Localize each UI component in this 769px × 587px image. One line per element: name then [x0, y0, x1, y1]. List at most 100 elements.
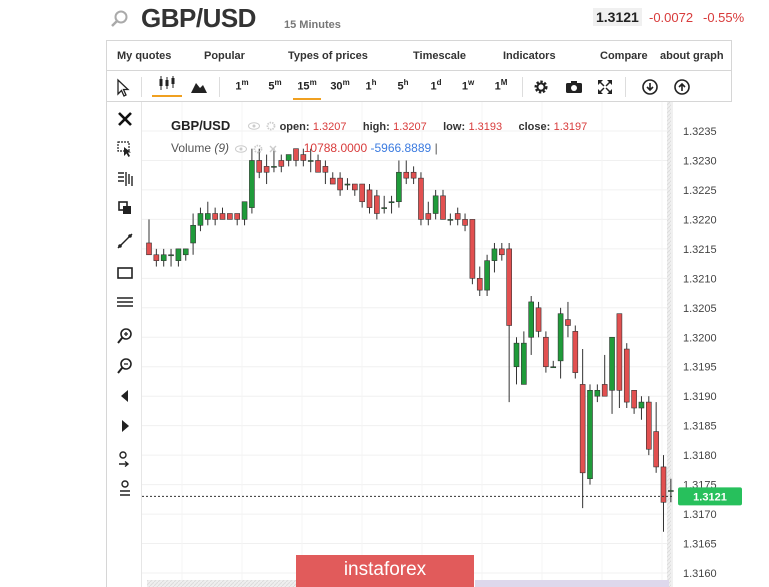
- timeframe-1w[interactable]: 1w: [461, 78, 475, 93]
- horizontal-lines-icon[interactable]: [116, 294, 134, 312]
- y-tick-label: 1.3185: [683, 421, 717, 433]
- cloud-upload-icon[interactable]: [674, 79, 690, 95]
- rectangle-icon[interactable]: [116, 264, 134, 282]
- candle-body: [594, 390, 601, 397]
- candle-body: [565, 319, 571, 326]
- candle-body: [623, 348, 630, 403]
- menu-compare[interactable]: Compare: [600, 50, 648, 62]
- candle-body: [315, 160, 321, 173]
- candlestick-chart-button[interactable]: [152, 75, 182, 97]
- chart-area[interactable]: 1.3235 1.3230 1.3225 1.3220 1.3215 1.3210 1.32…: [142, 102, 769, 587]
- fullscreen-icon[interactable]: [597, 79, 613, 95]
- timeframe-1h[interactable]: 1h: [365, 78, 377, 93]
- y-tick-label: 1.3195: [683, 362, 717, 374]
- period-label: 15 Minutes: [284, 19, 341, 31]
- candle-body: [476, 278, 483, 291]
- volume-settings-icon[interactable]: [253, 144, 263, 154]
- candle-body: [403, 171, 410, 179]
- candle-body: [579, 384, 586, 474]
- menu-types-of-prices[interactable]: Types of prices: [288, 50, 368, 62]
- candle-body: [329, 177, 336, 185]
- price-change-percent: -0.55%: [703, 10, 745, 25]
- symbol-title: GBP/USD: [141, 3, 256, 33]
- eraser-cursor-icon[interactable]: [116, 140, 134, 158]
- camera-icon[interactable]: [565, 79, 583, 95]
- timeframe-15m[interactable]: 15m: [293, 78, 321, 100]
- last-price-label: 1.3121: [693, 491, 727, 503]
- volume-close-icon[interactable]: [268, 144, 278, 154]
- candle-body: [587, 390, 593, 480]
- chart-toolbar: 1m 5m 15m 30m 1h 5h 1d 1w 1M: [106, 70, 732, 102]
- menu-about-graph[interactable]: about graph: [660, 50, 724, 62]
- candle-body: [219, 213, 226, 220]
- candle-body: [645, 401, 652, 450]
- timeframe-5m[interactable]: 5m: [268, 78, 282, 93]
- cloud-download-icon[interactable]: [642, 79, 658, 95]
- cursor-icon[interactable]: [116, 77, 130, 99]
- candle-body: [249, 160, 255, 208]
- crosshair-arrow-icon[interactable]: [116, 449, 134, 467]
- candle-body: [513, 342, 520, 368]
- timeframe-1M[interactable]: 1M: [494, 78, 508, 93]
- scroll-left-icon[interactable]: [116, 387, 134, 405]
- copy-layers-icon[interactable]: [116, 199, 134, 217]
- timeframe-1d[interactable]: 1d: [430, 78, 442, 93]
- timeframe-5h[interactable]: 5h: [397, 78, 409, 93]
- menu-popular[interactable]: Popular: [204, 50, 245, 62]
- last-price-tag: [678, 487, 742, 506]
- close-icon[interactable]: [116, 110, 134, 128]
- y-tick-label: 1.3200: [683, 332, 717, 344]
- area-chart-icon[interactable]: [190, 79, 208, 95]
- candle-body: [543, 336, 549, 368]
- zoom-in-icon[interactable]: [116, 327, 134, 345]
- legend-high-value: 1.3207: [393, 121, 427, 133]
- volume-label: Volume: [171, 141, 212, 155]
- candle-body: [557, 313, 564, 362]
- y-tick-label: 1.3160: [683, 568, 717, 580]
- candle-body: [322, 166, 329, 173]
- candle-body: [609, 336, 615, 391]
- timeframe-1m[interactable]: 1m: [235, 78, 249, 93]
- legend-open-label: open:: [279, 121, 310, 133]
- zoom-out-icon[interactable]: [116, 357, 134, 375]
- candle-body: [410, 171, 417, 179]
- candle-body: [197, 213, 204, 226]
- candle-body: [271, 166, 277, 168]
- candle-body: [241, 201, 248, 220]
- y-tick-label: 1.3190: [683, 391, 717, 403]
- magnet-lines-icon[interactable]: [116, 170, 134, 188]
- candle-body: [454, 213, 461, 220]
- candle-body: [535, 307, 542, 332]
- search-icon[interactable]: [110, 9, 130, 29]
- candle-body: [469, 219, 476, 279]
- volume-delta-value: -5966.8889: [370, 141, 432, 155]
- candle-body: [396, 171, 402, 203]
- y-tick-label: 1.3230: [683, 155, 717, 167]
- y-tick-label: 1.3180: [683, 450, 717, 462]
- volume-eye-icon[interactable]: [235, 145, 247, 153]
- volume-period: (9): [214, 141, 230, 155]
- menu-timescale[interactable]: Timescale: [413, 50, 467, 62]
- candle-body: [660, 466, 667, 503]
- menu-indicators[interactable]: Indicators: [503, 50, 556, 62]
- scroll-right-icon[interactable]: [116, 417, 134, 435]
- candle-body: [491, 248, 498, 261]
- settings-gear-icon[interactable]: [533, 79, 549, 95]
- volume-legend: Volume (9) 10788.0000 -5966.8889 |: [171, 141, 438, 155]
- settings-gear-small-icon[interactable]: [266, 121, 276, 131]
- visibility-eye-icon[interactable]: [248, 122, 260, 130]
- candle-body: [300, 154, 307, 161]
- y-tick-label: 1.3170: [683, 509, 717, 521]
- legend-low-label: low:: [443, 121, 466, 133]
- candlestick-chart[interactable]: 1.3235 1.3230 1.3225 1.3220 1.3215 1.3210 1.32…: [142, 102, 769, 587]
- candle-body: [153, 254, 160, 261]
- timeframe-30m[interactable]: 30m: [330, 78, 350, 93]
- trend-line-icon[interactable]: [116, 232, 134, 250]
- plot-edge-strip: [667, 102, 671, 587]
- candle-body: [418, 177, 424, 220]
- menu-my-quotes[interactable]: My quotes: [117, 50, 172, 62]
- candle-body: [381, 207, 387, 209]
- crosshair-reset-icon[interactable]: [116, 479, 134, 497]
- chart-header: GBP/USD 15 Minutes 1.3121 -0.0072 -0.55%: [0, 0, 769, 40]
- candle-body: [285, 154, 292, 161]
